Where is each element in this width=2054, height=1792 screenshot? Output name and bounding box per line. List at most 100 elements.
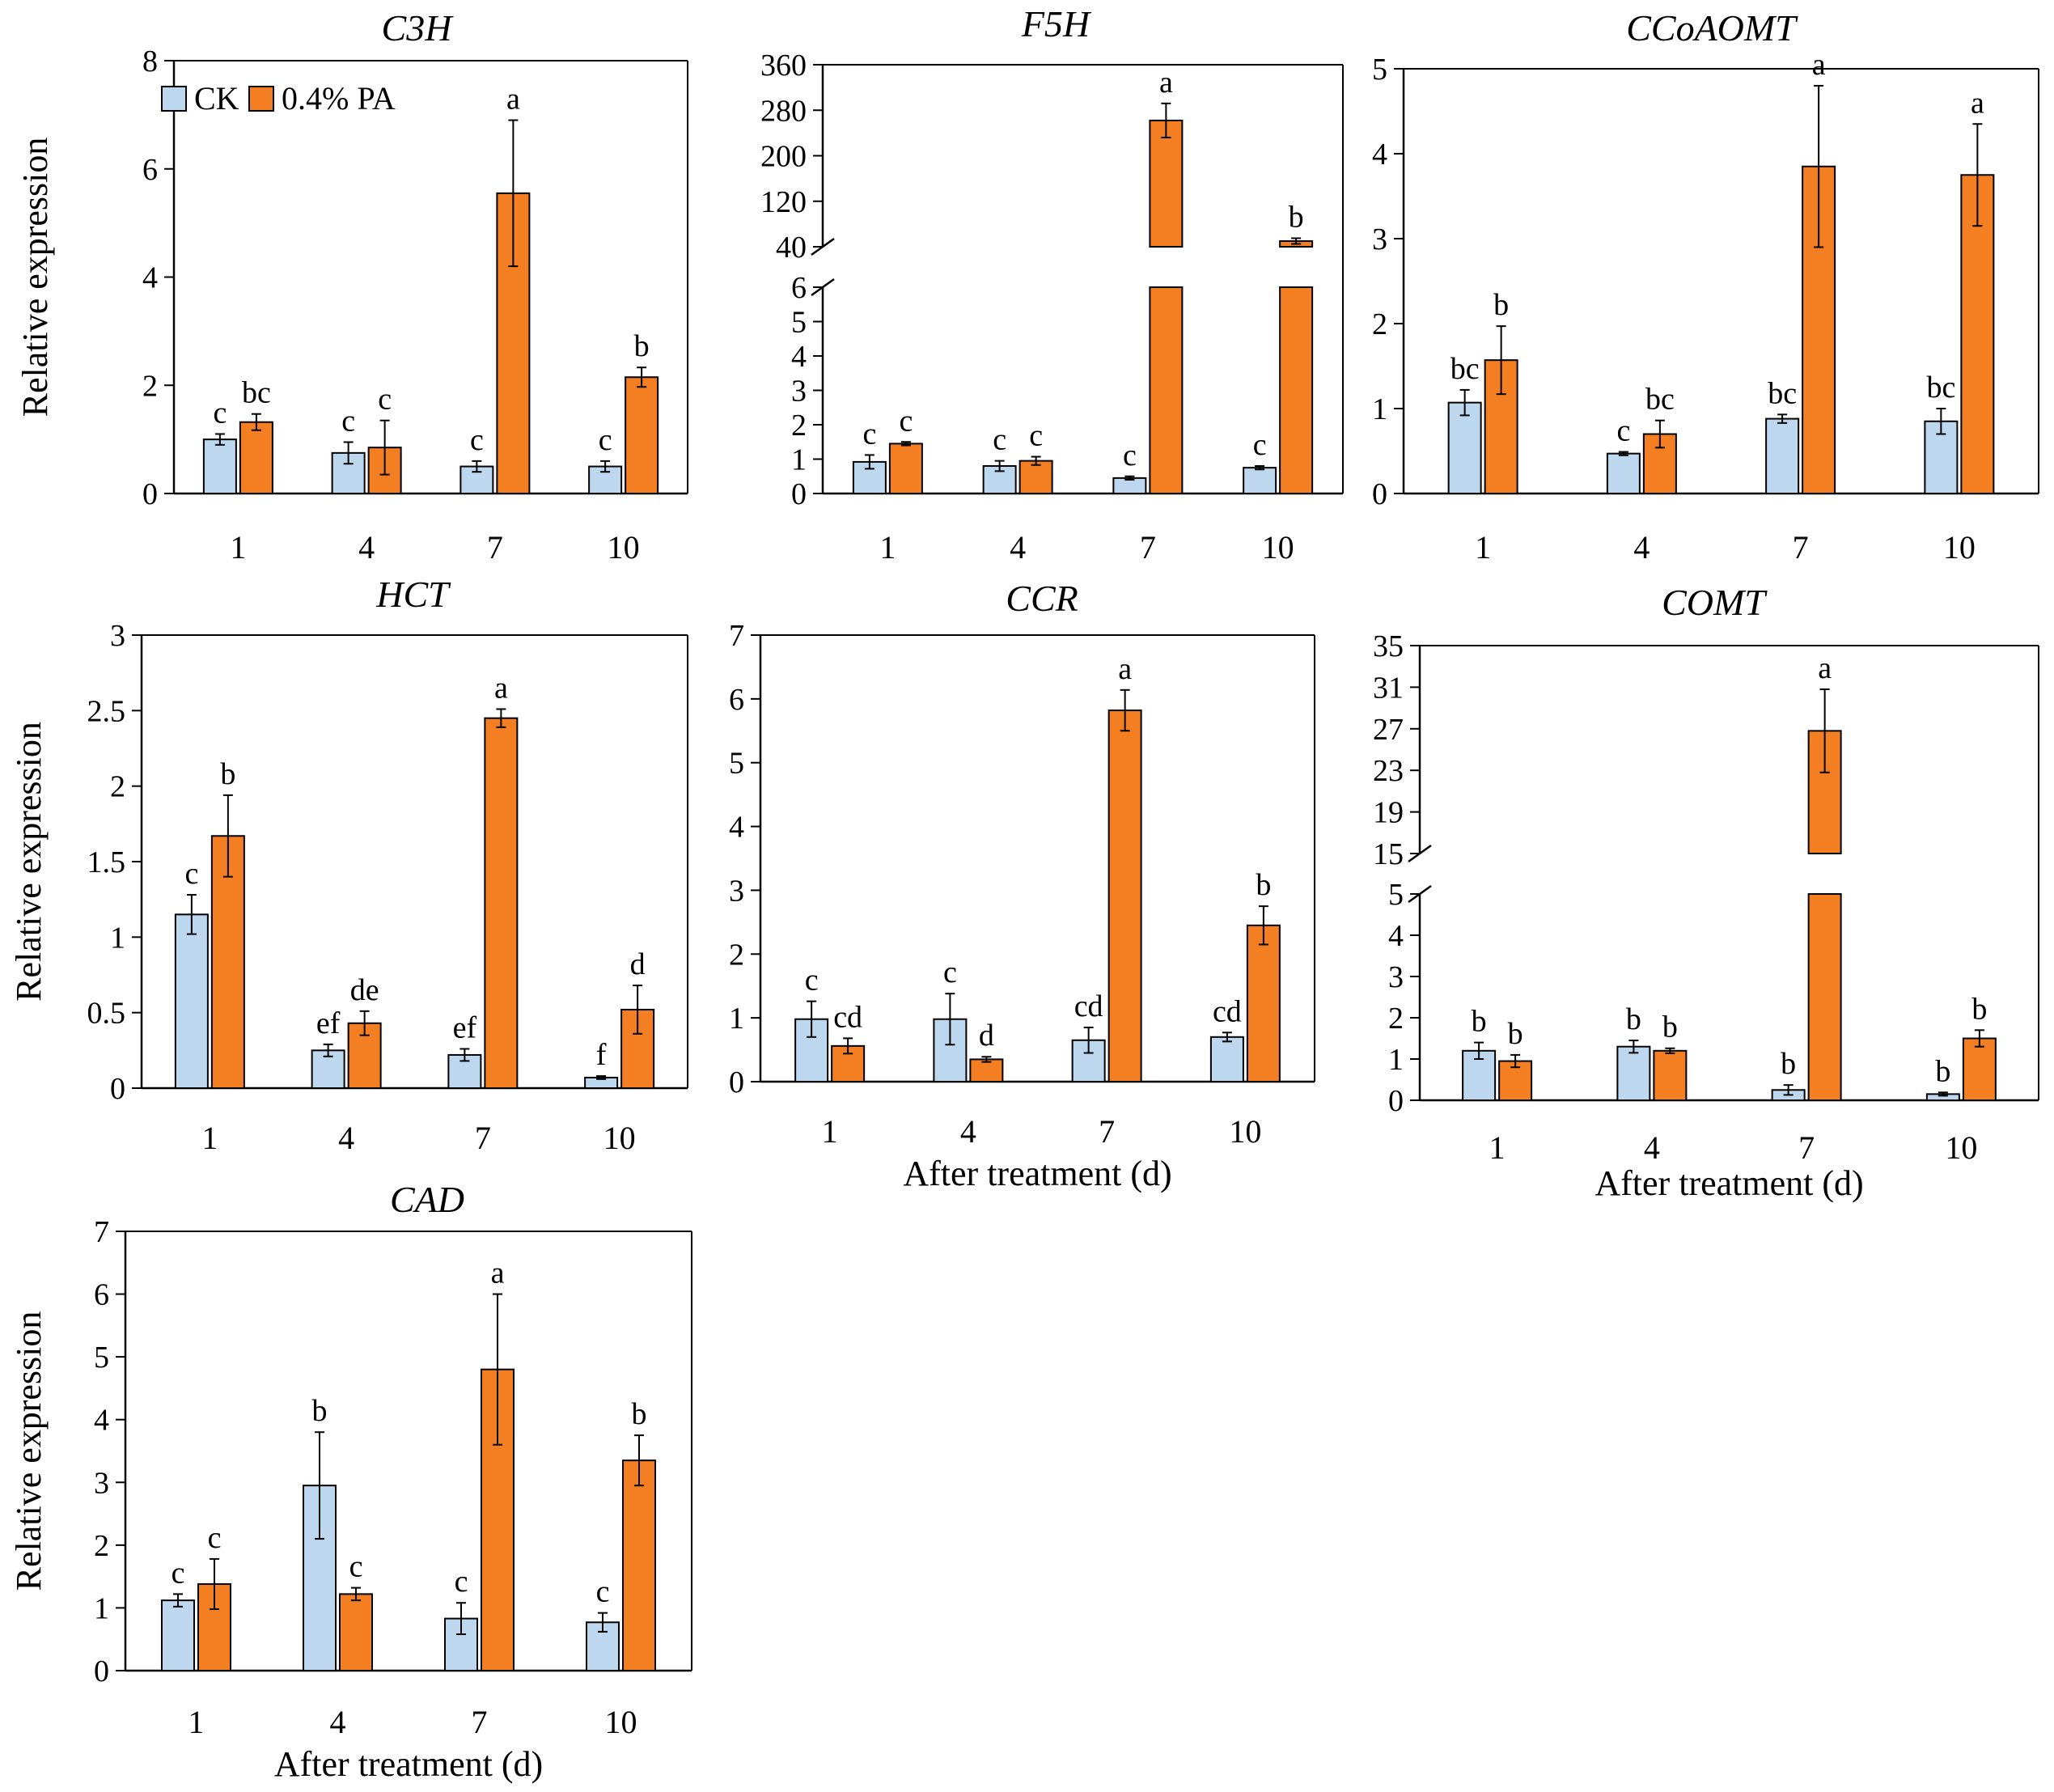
- x-tick-label: 4: [1644, 1129, 1660, 1166]
- significance-label: de: [350, 973, 379, 1007]
- significance-label: f: [596, 1038, 607, 1072]
- y-tick-label: 2: [729, 938, 744, 972]
- y-tick-label: 35: [1373, 629, 1404, 663]
- bar-ck: [982, 465, 1017, 494]
- y-tick-label: 2: [1372, 307, 1387, 341]
- panel-title-cad: CAD: [390, 1179, 464, 1220]
- y-tick-label: 1: [94, 1591, 109, 1625]
- significance-label: c: [341, 404, 355, 438]
- y-tick-label: 40: [776, 231, 807, 265]
- significance-label: a: [494, 671, 508, 705]
- y-tick-label: 7: [94, 1215, 109, 1249]
- legend-label-ck: CK: [194, 80, 239, 117]
- y-tick-label: 31: [1373, 671, 1404, 705]
- panel-title-hct: HCT: [375, 574, 451, 615]
- bar-ck: [1447, 401, 1482, 494]
- y-tick-label: 1: [1388, 1043, 1404, 1077]
- y-tick-label: 5: [94, 1341, 109, 1375]
- y-tick-label: 0: [791, 477, 807, 511]
- x-tick-label: 1: [188, 1704, 205, 1740]
- x-tick-label: 1: [1475, 529, 1491, 566]
- y-tick-label: 6: [791, 271, 807, 305]
- x-tick-label: 7: [1798, 1129, 1815, 1166]
- significance-label: c: [455, 1565, 468, 1599]
- x-tick-label: 7: [487, 529, 503, 566]
- y-tick-label: 3: [1372, 222, 1387, 256]
- significance-label: bc: [1451, 352, 1480, 386]
- x-tick-label: 10: [603, 1120, 636, 1156]
- x-axis-label: After treatment (d): [903, 1154, 1171, 1193]
- bar-pa: [1246, 924, 1281, 1083]
- y-tick-label: 2: [94, 1529, 109, 1563]
- significance-label: d: [979, 1019, 994, 1053]
- significance-label: c: [599, 423, 612, 457]
- y-tick-label: 120: [760, 185, 807, 219]
- significance-label: b: [1626, 1002, 1641, 1036]
- significance-label: c: [1616, 414, 1630, 448]
- bar-pa: [1962, 1037, 1997, 1101]
- significance-label: c: [184, 857, 198, 891]
- x-tick-label: 4: [338, 1120, 354, 1156]
- panel-hct: HCT00.511.522.531cb4efde7efa10fdRelative…: [9, 574, 688, 1156]
- y-tick-label: 3: [110, 619, 125, 653]
- y-tick-label: 1.5: [87, 845, 126, 879]
- y-tick-label: 6: [729, 683, 744, 717]
- y-tick-label: 8: [142, 44, 158, 78]
- x-tick-label: 1: [230, 529, 246, 566]
- y-tick-label: 1: [791, 443, 807, 477]
- y-tick-label: 2.5: [87, 694, 126, 728]
- significance-label: bc: [1645, 383, 1675, 417]
- y-tick-label: 2: [791, 409, 807, 443]
- significance-label: b: [1935, 1054, 1950, 1088]
- bar-ck: [161, 1599, 195, 1671]
- bar-pa: [1019, 460, 1053, 494]
- significance-label: a: [1118, 652, 1132, 686]
- x-axis-label: After treatment (d): [1594, 1163, 1863, 1203]
- x-tick-label: 4: [358, 529, 375, 566]
- x-tick-label: 10: [1229, 1113, 1261, 1150]
- y-tick-label: 1: [110, 921, 125, 955]
- x-tick-label: 1: [1489, 1129, 1506, 1166]
- bar-pa: [1279, 286, 1314, 494]
- y-tick-label: 1: [1372, 392, 1387, 426]
- significance-label: b: [1781, 1047, 1796, 1081]
- y-tick-label: 15: [1373, 837, 1404, 871]
- x-tick-label: 7: [475, 1120, 491, 1156]
- y-tick-label: 4: [791, 340, 807, 374]
- x-axis-label: After treatment (d): [274, 1744, 543, 1784]
- y-tick-label: 2: [1388, 1002, 1404, 1036]
- significance-label: c: [349, 1550, 363, 1584]
- significance-label: c: [943, 955, 957, 989]
- y-tick-label: 3: [791, 375, 807, 409]
- x-tick-label: 7: [472, 1704, 488, 1740]
- y-tick-label: 360: [760, 49, 807, 83]
- legend-swatch-ck: [161, 86, 187, 112]
- significance-label: c: [470, 423, 484, 457]
- x-tick-label: 7: [1140, 529, 1156, 566]
- bar-pa: [622, 1459, 656, 1672]
- y-tick-label: 2: [110, 770, 125, 804]
- panel-title-f5h: F5H: [1021, 3, 1092, 44]
- significance-label: c: [862, 417, 876, 451]
- y-tick-label: 0: [1388, 1084, 1404, 1118]
- significance-label: c: [805, 964, 819, 998]
- x-tick-label: 10: [1943, 529, 1976, 566]
- significance-label: b: [634, 329, 650, 363]
- bar-pa: [888, 443, 923, 494]
- significance-label: cd: [1074, 989, 1103, 1023]
- significance-label: b: [1971, 992, 1987, 1026]
- y-tick-label: 23: [1373, 754, 1404, 788]
- x-tick-label: 4: [1633, 529, 1650, 566]
- significance-label: a: [491, 1256, 505, 1290]
- bar-ck: [202, 438, 237, 494]
- bar-ck: [174, 913, 209, 1090]
- bar-ck: [1765, 417, 1800, 494]
- significance-label: a: [1971, 86, 1984, 120]
- significance-label: a: [1818, 651, 1832, 685]
- y-tick-label: 4: [1388, 919, 1404, 953]
- significance-label: ef: [316, 1006, 341, 1040]
- bar-ck: [1209, 1036, 1244, 1083]
